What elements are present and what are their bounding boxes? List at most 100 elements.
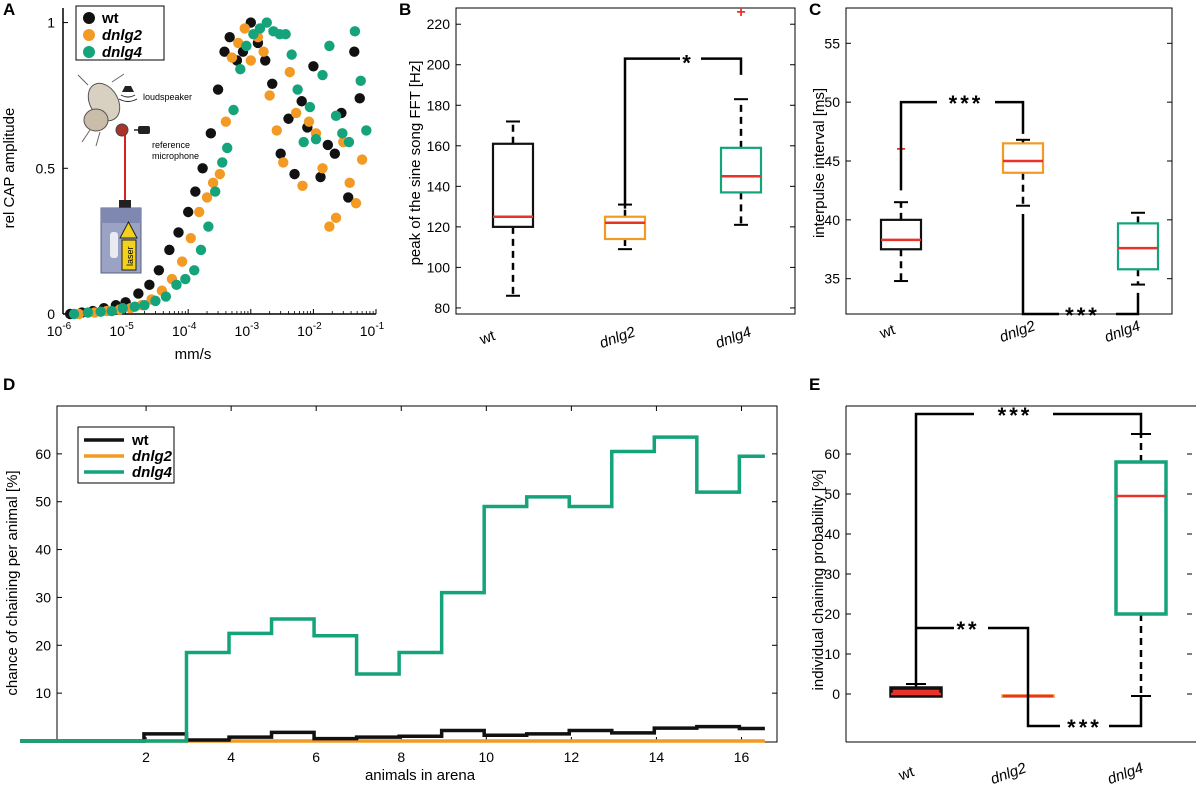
chart-a-point-wt [133,288,144,299]
chart-e-ytick-label: 60 [824,446,840,462]
chart-c-box-dnlg4 [1116,222,1160,271]
chart-a-xtick-label: 10-1 [360,321,385,339]
chart-b-category-label: dnlg2 [597,323,638,352]
chart-a-point-dnlg4 [203,221,214,232]
chart-a-point-dnlg4 [361,125,372,136]
panel-label-a: A [3,0,15,19]
chart-a-legend-label-wt: wt [101,10,119,27]
chart-e-significance-label: ** [956,617,979,642]
chart-d-ytick-label: 40 [35,542,51,558]
chart-a-point-dnlg2 [207,177,219,189]
chart-a-point-wt [212,84,224,95]
chart-b-significance-label: * [682,51,694,76]
chart-a-point-wt [144,279,155,291]
chart-e-ytick-label: 20 [824,606,840,622]
chart-a-point-wt [315,171,326,183]
chart-a-point-dnlg4 [160,291,172,302]
chart-a-point-wt [275,148,286,159]
chart-b-box-dnlg4 [719,146,763,194]
chart-b-box-dnlg2 [603,215,647,241]
chart-a-point-wt [343,192,354,203]
chart-b-ylabel: peak of the sine song FFT [Hz] [407,61,424,266]
chart-a-point-dnlg2 [185,233,196,244]
setup-inset: loudspeaker reference microphone laser [77,73,199,274]
chart-b-ytick-label: 180 [427,97,451,113]
chart-d-ylabel: chance of chaining per animal [%] [4,470,21,695]
chart-a-point-dnlg4 [349,26,361,37]
chart-a-point-dnlg4 [222,142,233,154]
chart-a-point-dnlg4 [337,128,348,139]
chart-d-xlabel: animals in arena [365,767,476,784]
chart-a-point-dnlg4 [317,69,328,81]
microphone-label-2: microphone [152,151,199,161]
chart-d-legend-label-wt: wt [131,432,149,449]
chart-a-point-dnlg4 [292,84,303,95]
chart-a-point-dnlg2 [226,52,238,63]
chart-b-category-label: wt [477,327,499,349]
panel-label-d: D [3,375,15,394]
chart-d-legend-label-dnlg4: dnlg4 [132,464,173,481]
chart-a-point-dnlg4 [150,295,161,307]
chart-a-point-dnlg4 [298,136,309,148]
chart-e-significance-bracket [916,626,1030,696]
chart-e-category-label: wt [896,763,918,785]
chart-a-point-dnlg4 [304,101,316,113]
chart-a-point-dnlg4 [235,63,246,75]
chart-a-point-dnlg2 [324,221,335,232]
chart-c-box-dnlg2 [1001,142,1045,174]
chart-e-significance-label: *** [998,403,1033,428]
chart-c-ytick-label: 45 [824,153,840,169]
panel-a: loudspeaker reference microphone laser 1… [1,5,385,363]
chart-a-point-dnlg2 [284,66,296,78]
chart-c-category-label: dnlg2 [997,317,1038,346]
chart-b-ytick-label: 200 [427,57,451,73]
chart-a-point-dnlg4 [95,306,106,317]
chart-a-point-wt [197,163,208,174]
chart-a-point-wt [183,206,194,218]
chart-a-point-dnlg4 [343,136,355,148]
chart-a-point-dnlg4 [254,23,266,34]
chart-c-ytick-label: 50 [824,94,840,110]
chart-e-category-label: dnlg2 [988,759,1029,785]
chart-a-point-dnlg2 [233,37,244,49]
chart-b-ytick-label: 80 [434,300,450,316]
chart-e-significance-bracket [914,412,1143,684]
chart-a-legend-marker-dnlg4 [83,46,95,58]
loudspeaker-label: loudspeaker [143,92,192,102]
chart-d-xtick-label: 6 [312,749,320,765]
chart-d-series-dnlg4 [20,435,765,743]
chart-a-point-dnlg4 [82,307,94,318]
chart-a-point-dnlg2 [176,256,188,267]
chart-a-point-wt [205,128,217,139]
chart-c-category-label: wt [877,321,899,343]
chart-c-ytick-label: 55 [824,35,840,51]
panel-b: +80 100 120 140 160 180 200 220 wt dnlg2 dnlg4 * pe… [407,4,796,352]
chart-a-point-dnlg2 [278,157,289,168]
chart-a-point-dnlg4 [106,305,117,317]
chart-e-significance-bracket [1026,696,1143,728]
chart-a-legend-label-dnlg4: dnlg4 [102,44,143,61]
chart-a-point-dnlg2 [344,177,355,189]
chart-b-ytick-label: 220 [427,16,451,32]
chart-d-ytick-label: 20 [35,637,51,653]
chart-e-box-dnlg4 [1114,460,1168,616]
chart-a-point-dnlg4 [180,273,191,285]
chart-e-ytick-label: 50 [824,486,840,502]
chart-e-ytick-label: 10 [824,646,840,662]
chart-a-point-dnlg4 [68,308,80,320]
chart-b-significance-bracket [623,57,743,209]
panel-label-e: E [809,375,820,394]
chart-a-point-dnlg4 [217,157,228,168]
chart-a-point-wt [260,55,271,66]
chart-a-point-wt [322,139,334,151]
chart-e-ytick-label: 30 [824,566,840,582]
laser-head [119,200,131,208]
chart-a-point-dnlg4 [117,302,128,314]
chart-a-point-wt [308,61,319,72]
